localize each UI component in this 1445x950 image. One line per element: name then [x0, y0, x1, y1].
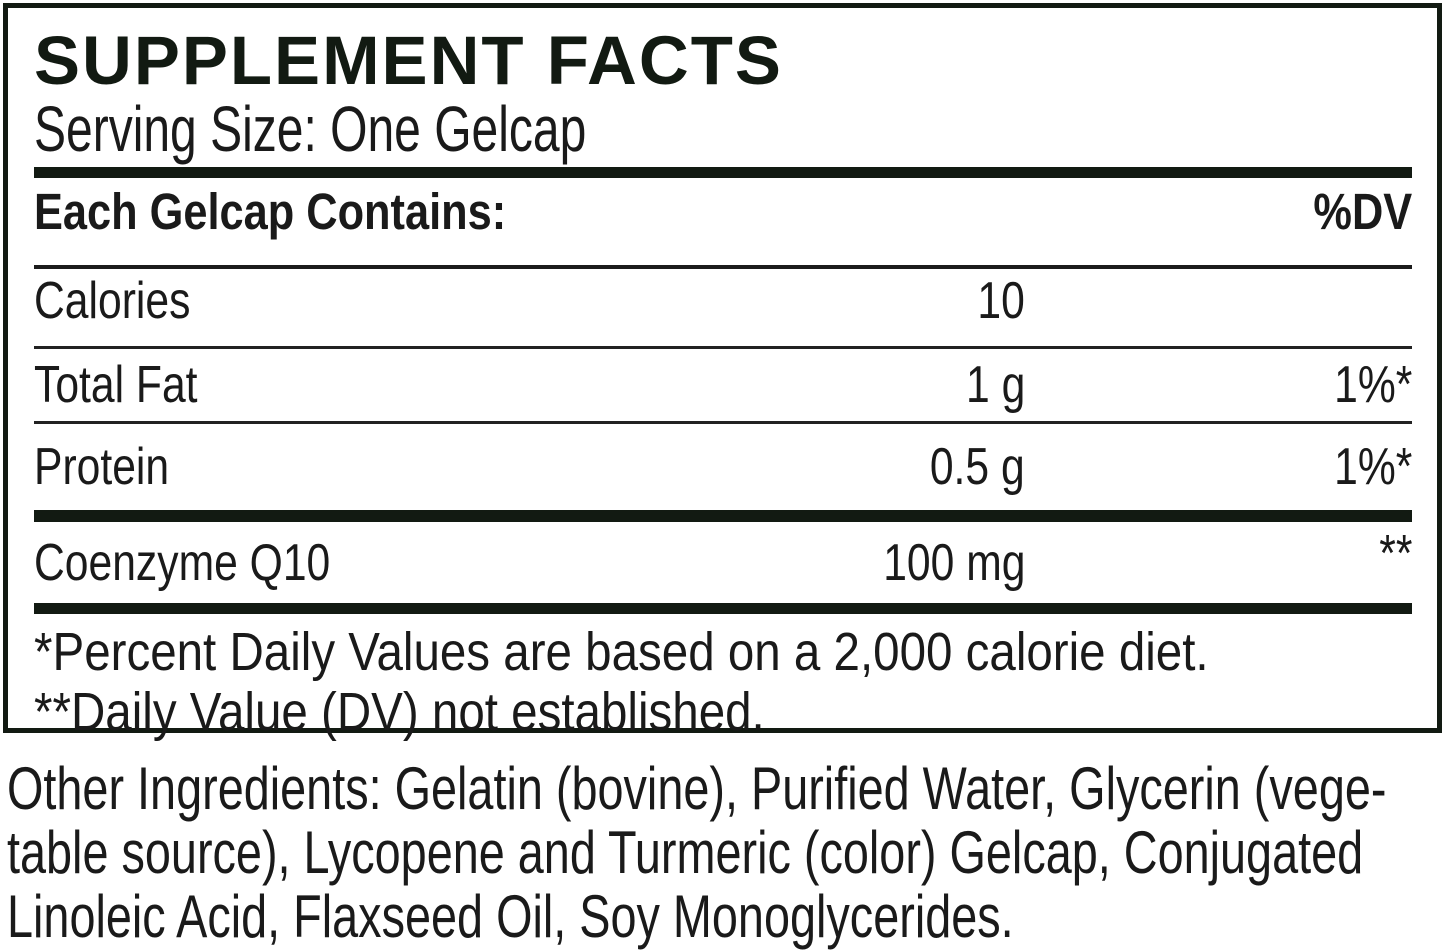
thick-divider-middle [34, 510, 1412, 522]
footnote-dv-not-established: **Daily Value (DV) not established. [34, 682, 765, 742]
amount-cell: 10 [967, 269, 1025, 333]
amount-cell: 0.5 g [909, 424, 1025, 510]
footnotes: *Percent Daily Values are based on a 2,0… [34, 622, 1412, 742]
table-row-total-fat: Total Fat 1 g 1%* [34, 349, 1412, 424]
nutrient-amount: 100 mg [882, 533, 1025, 592]
table-header-row: Each Gelcap Contains: %DV [34, 178, 1412, 269]
nutrient-amount: 1 g [965, 356, 1025, 414]
serving-size-line: Serving Size: One Gelcap [34, 97, 1412, 161]
nutrient-label: Protein [34, 438, 170, 496]
nutrient-label: Calories [34, 272, 191, 330]
other-ingredients-line: Other Ingredients: Gelatin (bovine), Pur… [7, 755, 1387, 822]
thick-divider-top [34, 167, 1412, 178]
dv-column-header: %DV [1313, 183, 1412, 240]
other-ingredients-line: Linoleic Acid, Flaxseed Oil, Soy Monogly… [7, 883, 1014, 950]
amount-cell: 1 g [953, 349, 1025, 421]
panel-title: SUPPLEMENT FACTS [34, 22, 783, 99]
supplement-facts-panel: SUPPLEMENT FACTS Serving Size: One Gelca… [3, 3, 1442, 742]
nutrient-amount: 10 [977, 272, 1025, 330]
nutrient-amount: 0.5 g [930, 438, 1025, 496]
nutrient-dv: 1%* [1333, 356, 1412, 414]
table-row-calories: Calories 10 [34, 269, 1412, 349]
amount-cell: 100 mg [852, 522, 1025, 603]
nutrient-dv: ** [1378, 525, 1412, 583]
table-row-protein: Protein 0.5 g 1%* [34, 424, 1412, 510]
footnote-daily-values: *Percent Daily Values are based on a 2,0… [34, 622, 1209, 682]
thick-divider-bottom [34, 603, 1412, 614]
contains-header: Each Gelcap Contains: [34, 183, 507, 240]
other-ingredients: Other Ingredients: Gelatin (bovine), Pur… [7, 757, 1445, 949]
nutrient-dv: 1%* [1333, 438, 1412, 496]
nutrient-label: Coenzyme Q10 [34, 533, 331, 592]
table-row-coenzyme-q10: Coenzyme Q10 100 mg ** [34, 522, 1412, 603]
other-ingredients-line: table source), Lycopene and Turmeric (co… [7, 819, 1364, 886]
nutrient-label: Total Fat [34, 356, 198, 414]
serving-size-text: Serving Size: One Gelcap [34, 93, 587, 165]
